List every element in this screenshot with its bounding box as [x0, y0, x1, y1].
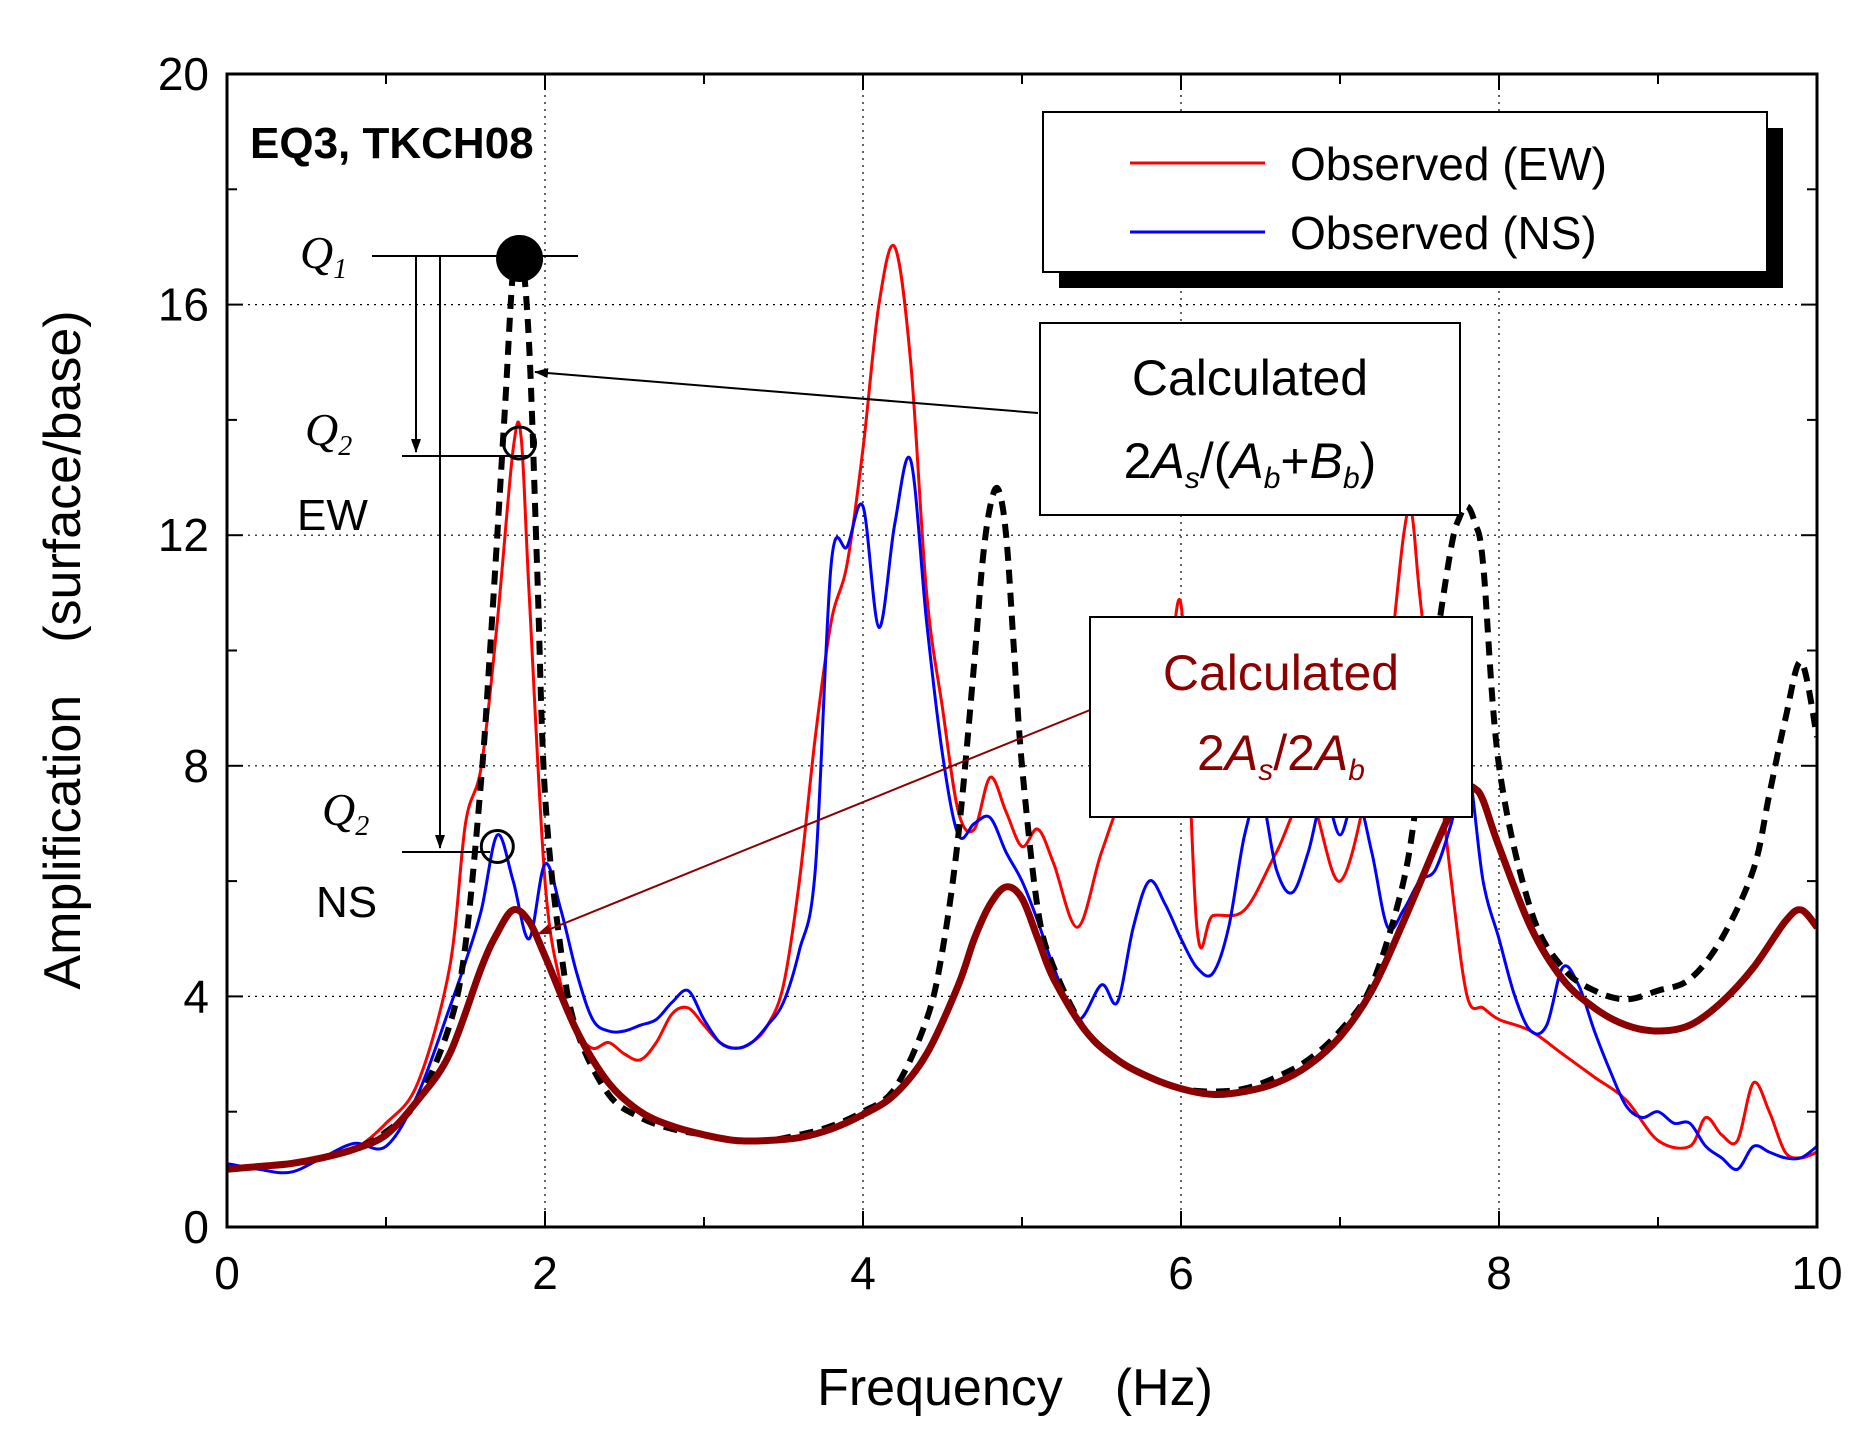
calc-black-expr: 2As/(Ab+Bb): [1124, 433, 1377, 495]
series-line-2: [227, 243, 1817, 1173]
calc-black-arrow: [534, 368, 1039, 414]
x-tick-label: 8: [1486, 1247, 1512, 1299]
marker-q2-ew: [502, 425, 538, 461]
markers-layer: [479, 234, 544, 865]
calc-red-callout: Calculated 2As/2Ab: [1089, 616, 1473, 818]
series-line-1: [227, 455, 1817, 1175]
y-tick-label: 16: [158, 279, 209, 331]
x-tick-label: 10: [1791, 1247, 1842, 1299]
q-annotations: [372, 255, 578, 853]
q2-ns-tag: NS: [316, 878, 377, 927]
calc-red-expr: 2As/2Ab: [1197, 725, 1365, 787]
marker-q1: [496, 234, 544, 282]
plot-frame: [225, 72, 1819, 1229]
y-axis-label: Amplification (surface/base): [34, 310, 92, 989]
x-tick-label: 4: [850, 1247, 876, 1299]
chart-title: EQ3, TKCH08: [250, 119, 534, 168]
series-line-0: [227, 243, 1817, 1171]
x-tick-label: 0: [214, 1247, 240, 1299]
calc-black-callout: Calculated 2As/(Ab+Bb): [1039, 322, 1461, 516]
q2-ew-tag: EW: [297, 491, 368, 540]
q2-ew-label: Q2: [305, 404, 352, 462]
y-tick-label: 12: [158, 509, 209, 561]
series-line-3: [227, 783, 1817, 1173]
series-layer: [227, 243, 1817, 1175]
legend-label-ew: Observed (EW): [1290, 138, 1607, 190]
legend: Observed (EW) Observed (NS): [1042, 111, 1783, 288]
y-tick-label: 20: [158, 48, 209, 100]
calc-black-line1: Calculated: [1132, 350, 1368, 406]
y-tick-label: 8: [183, 740, 209, 792]
marker-q2-ns: [479, 829, 515, 865]
x-tick-label: 2: [532, 1247, 558, 1299]
grid-layer: [227, 74, 1817, 1227]
calc-red-line1: Calculated: [1163, 645, 1399, 701]
x-tick-label: 6: [1168, 1247, 1194, 1299]
ticks-layer: 0 2 4 6 8 10 0 4 8 12 16 20: [158, 48, 1843, 1299]
legend-label-ns: Observed (NS): [1290, 207, 1597, 259]
calc-red-box: [1089, 616, 1473, 818]
y-tick-label: 0: [183, 1201, 209, 1253]
legend-box: [1042, 111, 1768, 273]
q1-label: Q1: [300, 227, 347, 285]
x-axis-label: Frequency (Hz): [817, 1359, 1213, 1417]
calc-red-arrow: [537, 707, 1096, 935]
y-tick-label: 4: [183, 970, 209, 1022]
calc-black-box: [1039, 322, 1461, 516]
q2-ns-label: Q2: [322, 784, 369, 842]
